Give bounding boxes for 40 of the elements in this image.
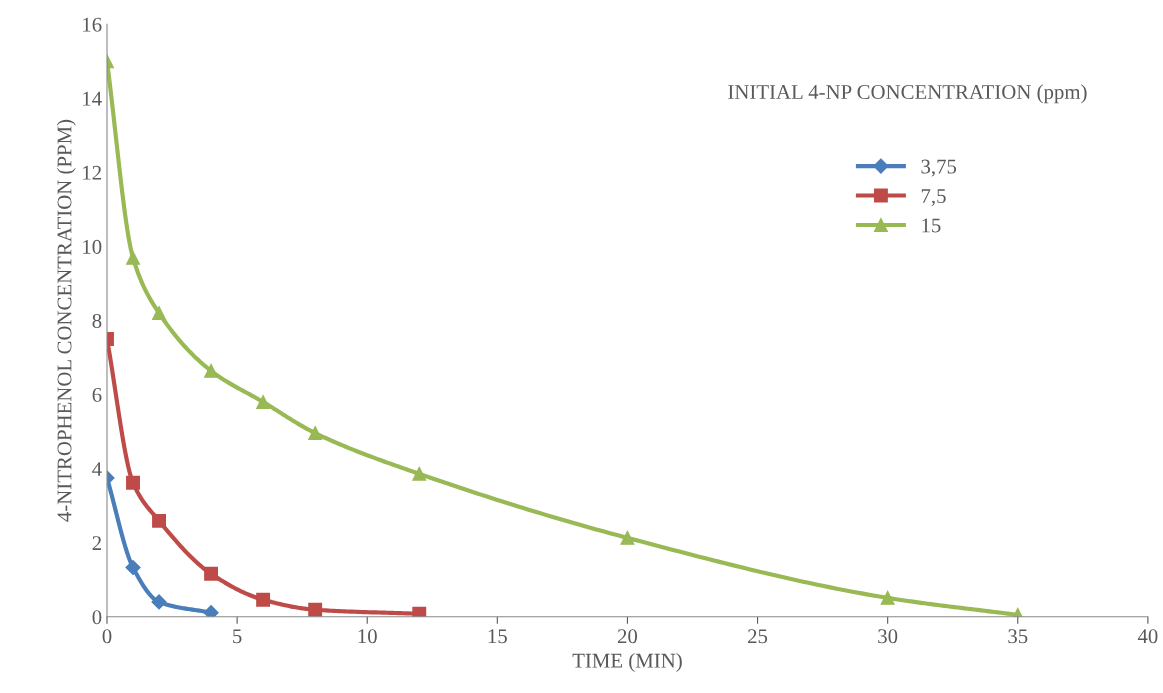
x-tick-label: 25 [748,629,768,644]
point [308,602,323,617]
point [256,395,271,409]
y-axis-title: 4-NITROPHENOL CONCENTRATION (PPM) [56,119,76,522]
point [151,594,167,610]
legend-label: 7,5 [921,189,946,207]
y-tick-label: 10 [83,239,102,254]
point [152,513,166,528]
y-tick-label: 2 [92,536,101,550]
legend-label: 3,75 [921,159,957,177]
y-tick-label: 16 [83,17,102,32]
point [204,363,219,378]
x-tick-label: 20 [617,629,638,644]
x-tick-label: 35 [1008,629,1028,644]
point [152,306,166,321]
point [204,566,219,581]
point [620,530,635,545]
y-tick-label: 14 [83,91,102,106]
point [125,559,141,576]
point [880,590,895,605]
x-tick-label: 5 [233,629,242,644]
y-tick-label: 8 [92,313,102,328]
x-tick-label: 30 [878,629,898,644]
y-tick-label: 6 [92,388,102,403]
point [126,475,140,490]
point [126,250,140,265]
point [256,592,271,607]
y-tick-label: 12 [83,165,101,180]
y-tick-label: 4 [92,462,102,476]
point [308,426,323,441]
legend-title: INITIAL 4-NP CONCENTRATION (ppm) [728,84,1087,104]
y-tick-label: 0 [92,610,102,625]
x-tick-label: 15 [488,629,507,644]
x-tick-label: 40 [1137,629,1158,644]
x-tick-label: 10 [358,629,377,644]
point [412,466,427,481]
legend-label: 15 [922,218,941,233]
point [203,605,219,617]
x-axis-title: TIME (MIN) [572,653,682,672]
x-tick-label: 0 [102,629,112,644]
